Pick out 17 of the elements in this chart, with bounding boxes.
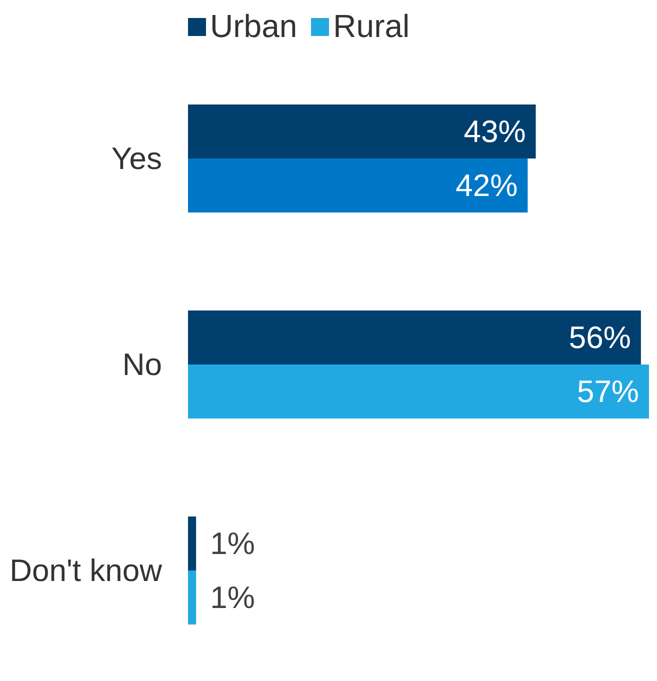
y-tick-label: Yes (111, 141, 162, 176)
data-label: 43% (464, 114, 526, 149)
bar (188, 310, 641, 364)
y-tick-label: Don't know (10, 553, 163, 588)
legend-label: Rural (333, 8, 410, 45)
data-label: 1% (210, 526, 255, 561)
data-label: 42% (456, 168, 518, 203)
bar (188, 364, 649, 418)
bar (188, 516, 196, 570)
data-label: 1% (210, 580, 255, 615)
data-label: 56% (568, 320, 631, 355)
bar (188, 158, 528, 212)
data-label: 57% (576, 374, 639, 409)
legend-label: Urban (210, 8, 298, 45)
bar (188, 570, 196, 624)
bar (188, 104, 536, 158)
y-tick-label: No (122, 347, 162, 382)
